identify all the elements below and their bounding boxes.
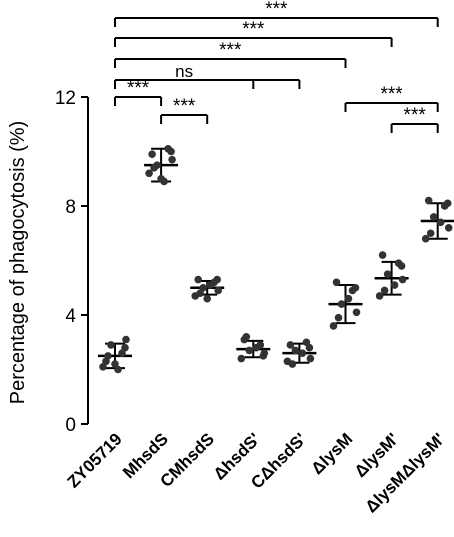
- significance-label: ***: [381, 84, 404, 105]
- y-axis-title: Percentage of phagocytosis (%): [7, 121, 29, 405]
- data-point: [237, 354, 246, 363]
- significance-bracket: ***: [344, 84, 439, 112]
- data-point: [121, 343, 129, 352]
- data-point: [286, 341, 295, 349]
- data-point: [242, 333, 251, 341]
- group-6: [374, 251, 409, 300]
- group-3: [236, 333, 271, 363]
- significance-bracket: ***: [114, 78, 163, 106]
- data-point: [375, 292, 384, 300]
- data-point: [383, 270, 392, 278]
- data-point: [206, 281, 214, 289]
- data-point: [99, 362, 107, 371]
- data-point: [196, 289, 204, 298]
- significance-label: ***: [127, 78, 150, 99]
- y-tick-label: 12: [55, 88, 76, 109]
- data-point: [305, 343, 314, 352]
- data-point: [168, 155, 176, 164]
- data-point: [429, 213, 438, 221]
- data-point: [245, 346, 254, 355]
- data-point: [334, 313, 343, 322]
- data-point: [203, 294, 211, 303]
- data-point: [398, 275, 407, 284]
- x-tick-label: ZY05719: [64, 429, 126, 491]
- data-point: [306, 354, 315, 363]
- data-point: [214, 286, 222, 295]
- group-4: [282, 338, 317, 368]
- data-point: [107, 341, 115, 349]
- significance-bracket: ***: [114, 0, 439, 27]
- data-point: [167, 147, 175, 156]
- data-point: [436, 218, 445, 227]
- data-point: [104, 352, 112, 360]
- y-tick-label: 0: [65, 415, 76, 436]
- y-tick-label: 8: [65, 197, 76, 218]
- data-point: [111, 360, 119, 368]
- x-tick-label: ΔlysM: [308, 429, 357, 478]
- data-point: [421, 234, 430, 243]
- data-point: [344, 294, 353, 303]
- data-point: [337, 300, 346, 308]
- data-point: [148, 150, 156, 159]
- data-point: [298, 349, 307, 357]
- significance-bracket: ***: [390, 105, 439, 133]
- data-point: [145, 169, 153, 178]
- significance-bracket: ns: [114, 62, 301, 89]
- group-2: [190, 275, 225, 303]
- y-tick-label: 4: [65, 306, 76, 327]
- data-point: [351, 283, 360, 292]
- significance-label: ***: [404, 105, 427, 126]
- data-point: [444, 224, 453, 232]
- group-1: [144, 144, 179, 186]
- data-point: [424, 196, 433, 205]
- data-point: [380, 286, 389, 295]
- significance-label: ns: [175, 62, 193, 81]
- data-point: [352, 308, 361, 317]
- data-point: [329, 322, 338, 330]
- data-point: [378, 251, 387, 259]
- data-point: [194, 275, 202, 284]
- significance-label: ***: [219, 40, 242, 61]
- data-point: [443, 199, 452, 208]
- data-point: [291, 346, 300, 355]
- data-point: [390, 281, 399, 289]
- group-0: [98, 335, 132, 374]
- group-7: [420, 196, 454, 243]
- significance-bracket: ***: [114, 40, 347, 68]
- data-point: [332, 278, 341, 287]
- data-point: [157, 174, 165, 183]
- significance-label: ***: [173, 96, 196, 117]
- data-point: [426, 229, 435, 238]
- data-point: [288, 360, 297, 368]
- data-point: [252, 343, 261, 352]
- significance-label: ***: [242, 19, 265, 40]
- data-point: [150, 164, 158, 172]
- significance-bracket: ***: [160, 96, 209, 124]
- data-point: [259, 352, 268, 360]
- data-point: [397, 262, 406, 270]
- significance-bracket: ***: [114, 19, 393, 47]
- data-point: [122, 335, 130, 344]
- data-point: [213, 275, 221, 284]
- group-5: [328, 278, 363, 330]
- significance-label: ***: [265, 0, 288, 20]
